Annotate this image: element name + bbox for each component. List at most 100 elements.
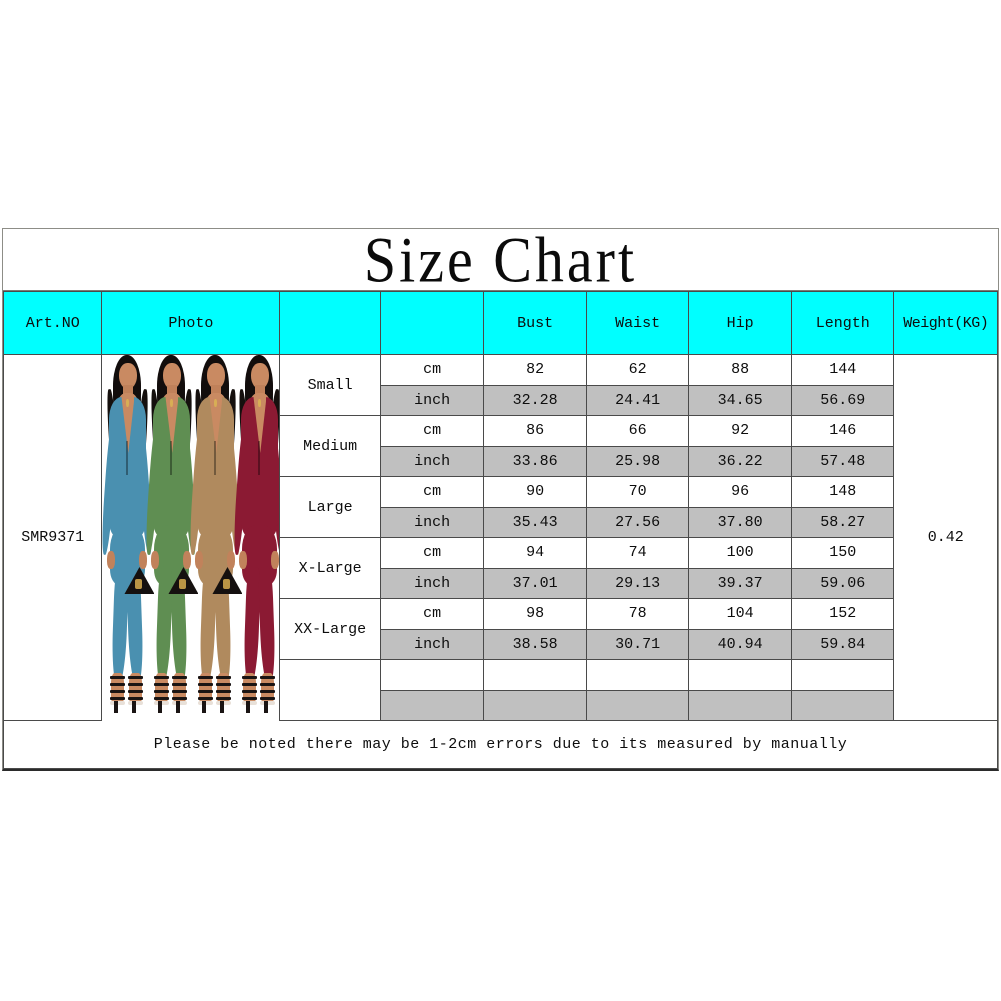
art-no-value: SMR9371: [2, 354, 103, 721]
bust-value: 37.01: [483, 567, 587, 599]
bust-value: 33.86: [483, 445, 587, 477]
length-value: 57.48: [790, 445, 895, 477]
bust-value: 94: [483, 537, 587, 569]
table-row: Large cm 90 70 96 148: [4, 476, 998, 538]
column-header-weight: Weight(KG): [893, 291, 998, 355]
table-row: X-Large cm 94 74 100 150: [4, 537, 998, 599]
bust-value: 90: [483, 476, 587, 508]
table-row: SMR9371: [2, 354, 998, 721]
product-photo-cell: [101, 354, 281, 721]
bust-value: [483, 689, 587, 721]
hip-value: 92: [688, 415, 792, 447]
unit-label: cm: [379, 598, 485, 630]
hip-value: 40.94: [688, 628, 792, 660]
product-photo: [102, 355, 280, 721]
length-value: 150: [790, 537, 895, 569]
length-value: 144: [790, 354, 895, 386]
unit-label: cm: [379, 476, 485, 508]
column-header-size: [279, 291, 381, 355]
hip-value: 39.37: [688, 567, 792, 599]
table-row-empty: [4, 689, 998, 721]
measurement-note-row: Please be noted there may be 1-2cm error…: [3, 720, 998, 769]
hip-value: [688, 659, 792, 691]
length-value: 148: [790, 476, 895, 508]
measurement-note: Please be noted there may be 1-2cm error…: [3, 720, 998, 769]
hip-value: 37.80: [688, 506, 792, 538]
length-value: 152: [790, 598, 895, 630]
column-header-unit: [379, 291, 485, 355]
hip-value: 100: [688, 537, 792, 569]
column-header-art-no: Art.NO: [2, 291, 103, 355]
column-header-hip: Hip: [688, 291, 792, 355]
table-header-row: Art.NO Photo Bust Waist Hip Length Weigh…: [2, 291, 998, 355]
length-value: [790, 659, 895, 691]
column-header-waist: Waist: [585, 291, 690, 355]
unit-label: inch: [379, 445, 485, 477]
length-value: 59.84: [790, 628, 895, 660]
size-label-medium: Medium: [279, 415, 381, 477]
hip-value: [688, 689, 792, 721]
table-row: inch 38.58 30.71 40.94 59.84: [4, 628, 998, 660]
size-chart-frame: Size Chart Art.NO Photo Bust Waist Hip L…: [2, 222, 999, 771]
page-title: Size Chart: [363, 222, 638, 296]
table-row-empty: [4, 659, 998, 721]
table-row: inch 37.01 29.13 39.37 59.06: [4, 567, 998, 599]
column-header-bust: Bust: [483, 291, 587, 355]
bust-value: 32.28: [483, 384, 587, 416]
size-label-large: Large: [279, 476, 381, 538]
table-row: inch 35.43 27.56 37.80 58.27: [4, 506, 998, 538]
hip-value: 88: [688, 354, 792, 386]
unit-label: inch: [379, 567, 485, 599]
column-header-length: Length: [790, 291, 895, 355]
model-figure-green: [144, 355, 199, 721]
unit-label: inch: [379, 628, 485, 660]
length-value: 56.69: [790, 384, 895, 416]
bust-value: 98: [483, 598, 587, 630]
length-value: 58.27: [790, 506, 895, 538]
hip-value: 36.22: [688, 445, 792, 477]
waist-value: 66: [585, 415, 690, 447]
unit-label: inch: [379, 506, 485, 538]
size-label-xx-large: XX-Large: [279, 598, 381, 660]
length-value: 59.06: [790, 567, 895, 599]
table-row: Medium cm 86 66 92 146: [4, 415, 998, 477]
hip-value: 96: [688, 476, 792, 508]
waist-value: 24.41: [585, 384, 690, 416]
unit-label: cm: [379, 354, 485, 386]
length-value: 146: [790, 415, 895, 447]
waist-value: [585, 659, 690, 691]
bust-value: [483, 659, 587, 691]
size-label-empty: [279, 659, 381, 721]
chart-title-row: Size Chart: [3, 222, 998, 296]
waist-value: 74: [585, 537, 690, 569]
waist-value: 62: [585, 354, 690, 386]
table-row: inch 32.28 24.41 34.65 56.69: [4, 384, 998, 416]
unit-label: cm: [379, 415, 485, 447]
column-header-photo: Photo: [101, 291, 281, 355]
unit-label: cm: [379, 537, 485, 569]
waist-value: 30.71: [585, 628, 690, 660]
waist-value: 25.98: [585, 445, 690, 477]
unit-label: inch: [379, 384, 485, 416]
waist-value: 70: [585, 476, 690, 508]
waist-value: [585, 689, 690, 721]
waist-value: 29.13: [585, 567, 690, 599]
unit-label: [379, 689, 485, 721]
unit-label: [379, 659, 485, 691]
table-row: inch 33.86 25.98 36.22 57.48: [4, 445, 998, 477]
size-table: Art.NO Photo Bust Waist Hip Length Weigh…: [2, 291, 998, 769]
hip-value: 104: [688, 598, 792, 630]
bust-value: 82: [483, 354, 587, 386]
size-label-x-large: X-Large: [279, 537, 381, 599]
weight-value: 0.42: [893, 354, 998, 721]
bust-value: 38.58: [483, 628, 587, 660]
size-label-small: Small: [279, 354, 381, 416]
model-figure-burgundy: [232, 355, 280, 721]
length-value: [790, 689, 895, 721]
model-figure-blue: [102, 355, 155, 721]
model-figure-tan: [188, 355, 243, 721]
bust-value: 86: [483, 415, 587, 447]
waist-value: 27.56: [585, 506, 690, 538]
hip-value: 34.65: [688, 384, 792, 416]
